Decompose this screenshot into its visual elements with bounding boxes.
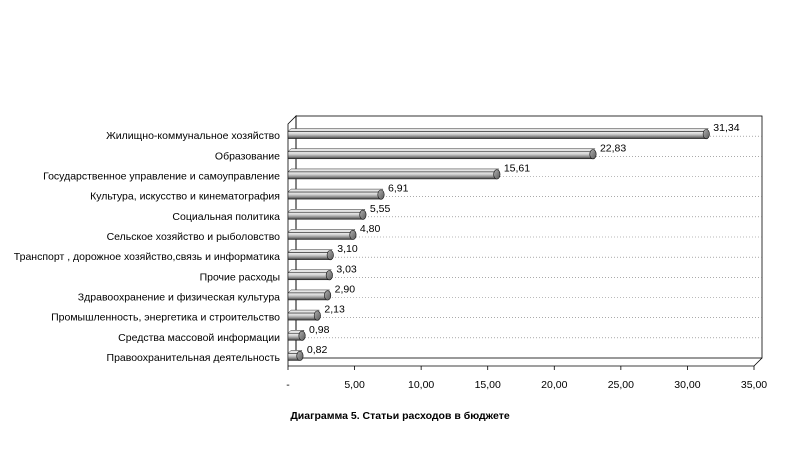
bar	[287, 209, 367, 220]
data-labels: 31,34 22,83 15,61 6,91 5,55 4,803,10 3,03 2,90 2…	[307, 122, 740, 356]
data-label: 6,91	[388, 183, 409, 195]
category-label: Культура, искусство и кинематография	[90, 191, 280, 203]
data-label: 0,98	[309, 324, 330, 336]
bar	[287, 229, 357, 240]
bar	[287, 309, 321, 321]
bars	[287, 128, 710, 361]
data-label: 0,82	[307, 344, 328, 356]
category-label: Здравоохранение и физическая культура	[78, 291, 280, 303]
bar	[287, 269, 333, 281]
category-label: Жилищно-коммунальное хозяйство	[106, 130, 280, 142]
category-labels: Жилищно-коммунальное хозяйство Образовани…	[14, 130, 281, 364]
x-tick-label: 25,00	[608, 379, 634, 391]
data-label: 2,13	[324, 304, 345, 316]
x-tick-label: 30,00	[674, 379, 700, 391]
data-label: 2,90	[335, 283, 356, 295]
x-tick-label: 20,00	[541, 379, 567, 391]
data-label: 3,10	[337, 243, 358, 255]
bar	[287, 168, 501, 180]
bar	[287, 350, 304, 361]
category-label: Социальная политика	[172, 211, 280, 223]
data-label: 22,83	[600, 142, 626, 154]
bar	[287, 188, 385, 200]
data-label: 5,55	[370, 203, 391, 215]
category-label: Образование	[215, 150, 280, 162]
x-tick-label: 5,00	[344, 379, 365, 391]
data-label: 15,61	[504, 162, 530, 174]
category-label: Правоохранительная деятельность	[107, 352, 281, 364]
x-tick-label: 15,00	[475, 379, 501, 391]
bar	[287, 330, 306, 341]
category-label: Государственное управление и самоуправле…	[43, 170, 280, 182]
category-label: Средства массовой информации	[118, 332, 280, 344]
category-label: Транспорт , дорожное хозяйство,связь и и…	[14, 251, 280, 263]
chart-title: Диаграмма 5. Статьи расходов в бюджете	[290, 410, 510, 422]
x-tick-label: 10,00	[408, 379, 434, 391]
data-label: 31,34	[713, 122, 739, 134]
x-axis-ticks: - 5,00 10,00 15,00 20,00 25,00 30,00 35,00	[286, 366, 767, 391]
bar	[287, 289, 332, 301]
bar	[287, 148, 597, 160]
floor-edge	[288, 357, 763, 367]
x-tick-label: -	[286, 379, 290, 391]
category-label: Прочие расходы	[200, 271, 280, 283]
bar	[287, 128, 710, 140]
category-label: Промышленность, энергетика и строительст…	[51, 312, 280, 324]
data-label: 3,03	[336, 263, 357, 275]
x-tick-label: 35,00	[741, 379, 767, 391]
bar	[287, 249, 334, 261]
data-label: 4,80	[360, 223, 381, 235]
category-label: Сельское хозяйство и рыболовство	[107, 231, 281, 243]
